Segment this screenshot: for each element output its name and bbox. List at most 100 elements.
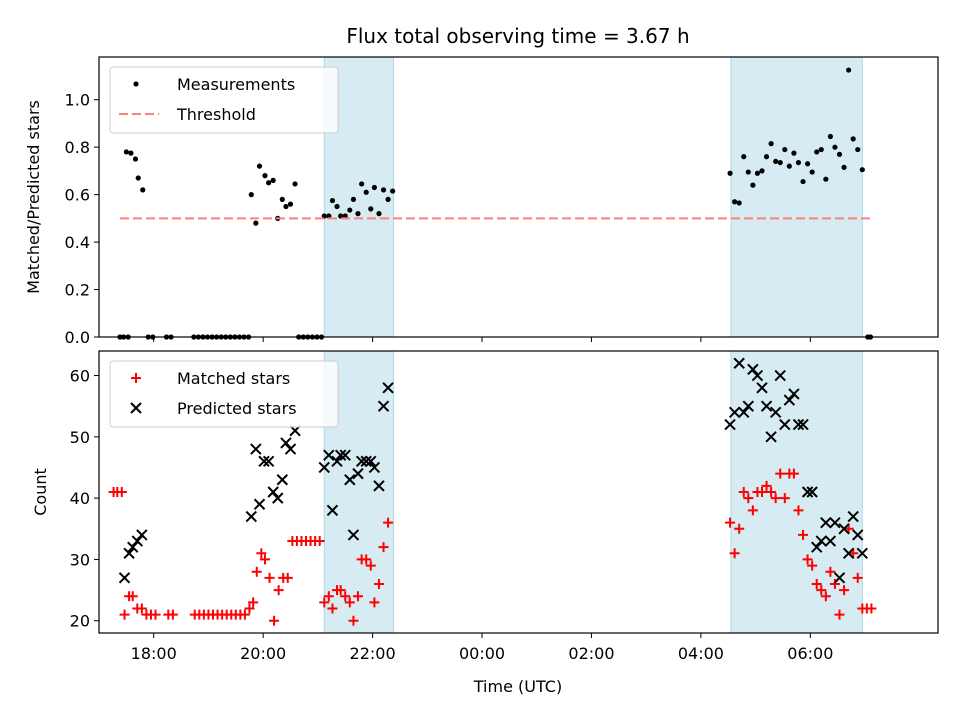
data-point	[754, 170, 761, 176]
data-point	[355, 211, 361, 217]
data-point	[256, 548, 267, 559]
data-point	[732, 199, 738, 205]
data-point	[378, 542, 389, 553]
data-point	[823, 176, 829, 182]
y-tick-label: 50	[70, 428, 90, 447]
data-point	[331, 455, 343, 468]
data-point	[270, 177, 276, 183]
top-panel: 0.0 0.2 0.4 0.6 0.8 1.0 Measurements Threshold	[65, 56, 939, 347]
data-point	[734, 523, 745, 534]
data-point	[856, 547, 869, 560]
data-point	[245, 510, 258, 523]
data-point	[829, 578, 840, 589]
data-point	[756, 382, 768, 394]
data-point	[338, 213, 344, 219]
legend-label: Threshold	[176, 105, 256, 124]
data-point	[741, 154, 747, 160]
data-point	[773, 158, 779, 165]
data-point	[804, 161, 811, 167]
data-point	[326, 504, 339, 517]
data-point	[131, 535, 144, 547]
data-point	[736, 200, 742, 206]
legend: Matched stars Predicted stars	[109, 360, 339, 428]
data-point	[825, 566, 836, 577]
bottom-panel: 20 30 40 50 60 18:00 20:00 22:00 00:00 02:00 04:00…	[70, 350, 939, 663]
data-point	[253, 220, 259, 226]
data-point	[262, 173, 268, 179]
data-point	[795, 159, 802, 166]
data-point	[832, 144, 838, 150]
data-point	[793, 505, 804, 516]
data-point	[779, 418, 791, 431]
data-point	[786, 163, 792, 169]
data-point	[815, 535, 827, 547]
data-point	[248, 192, 254, 198]
data-point	[250, 443, 262, 455]
y-tick-label: 0.4	[65, 233, 90, 252]
data-point	[779, 493, 790, 504]
data-point	[791, 150, 797, 156]
data-point	[350, 196, 357, 202]
legend-marker	[133, 81, 139, 87]
axes-frame	[98, 350, 939, 634]
data-point	[866, 603, 877, 614]
data-point	[361, 554, 372, 565]
data-point	[792, 418, 805, 431]
data-point	[355, 455, 368, 468]
data-point	[132, 156, 139, 162]
y-tick-label: 1.0	[65, 91, 90, 110]
legend: Measurements Threshold	[109, 66, 339, 134]
data-point	[369, 597, 380, 608]
data-point	[373, 578, 384, 589]
data-point	[123, 149, 129, 155]
data-point	[809, 169, 815, 175]
y-tick-label: 0.8	[65, 138, 90, 157]
data-point	[116, 487, 127, 497]
data-point	[782, 146, 788, 153]
data-point	[258, 455, 270, 468]
legend-marker	[131, 373, 141, 383]
chart-title: Flux total observing time = 3.67 h	[346, 24, 689, 48]
data-point	[326, 213, 332, 219]
x-tick-label: 04:00	[678, 644, 724, 663]
data-point	[347, 207, 353, 213]
data-point	[123, 547, 135, 560]
data-point	[259, 554, 270, 565]
data-point	[342, 213, 348, 219]
data-point	[768, 141, 774, 147]
x-tick-label: 00:00	[459, 644, 505, 663]
data-point	[344, 597, 355, 608]
data-point	[846, 67, 852, 73]
data-point	[728, 406, 741, 419]
data-point	[128, 150, 134, 156]
data-point	[135, 175, 141, 181]
data-point	[380, 187, 387, 193]
data-point	[750, 182, 756, 188]
data-point	[321, 213, 327, 219]
data-point	[814, 149, 820, 155]
legend-label: Measurements	[177, 75, 295, 94]
data-point	[283, 203, 289, 210]
x-tick-label: 06:00	[787, 644, 833, 663]
data-point	[747, 505, 758, 516]
data-point	[266, 180, 272, 186]
data-point	[834, 609, 845, 620]
data-point	[852, 572, 863, 583]
data-point	[359, 181, 365, 187]
x-tick-label: 20:00	[240, 644, 286, 663]
data-point	[292, 181, 298, 187]
series-predicted-stars	[118, 357, 869, 584]
data-point	[279, 196, 285, 202]
legend-box	[109, 360, 339, 428]
axes-frame	[98, 56, 939, 338]
data-point	[136, 603, 147, 614]
data-point	[323, 591, 334, 602]
data-point	[801, 486, 814, 498]
data-point	[788, 468, 799, 479]
data-point	[807, 560, 818, 571]
data-point	[833, 572, 846, 584]
data-point	[788, 388, 800, 400]
bottom-y-axis-label: Count	[31, 468, 50, 516]
data-point	[820, 516, 832, 529]
